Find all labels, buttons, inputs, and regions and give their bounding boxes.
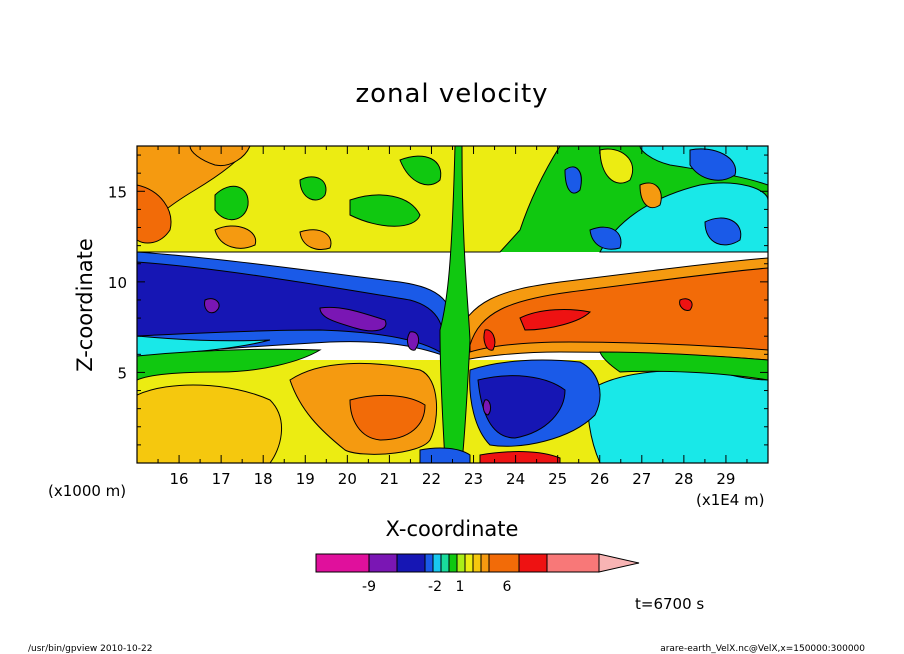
colorbar-extension-arrow	[598, 553, 640, 573]
region-right-jet-red3	[679, 298, 693, 311]
x-tick-label: 27	[632, 470, 651, 488]
region-lr-purple	[482, 399, 492, 416]
x-tick-label: 25	[548, 470, 567, 488]
x-tick-label: 19	[296, 470, 315, 488]
colorbar-segment	[472, 553, 482, 573]
colorbar-segment	[396, 553, 426, 573]
x-tick-label: 18	[254, 470, 273, 488]
colorbar-segment	[518, 553, 548, 573]
region-ul-green1	[214, 185, 249, 220]
x-tick-label: 23	[464, 470, 483, 488]
region-ll-lightorange	[137, 384, 283, 463]
colorbar-tick-label: 1	[456, 579, 465, 595]
colorbar-segment	[440, 553, 450, 573]
region-ur-yellow2	[599, 148, 634, 184]
time-label: t=6700 s	[635, 595, 704, 613]
colorbar-segment	[448, 553, 458, 573]
x-tick-label: 20	[338, 470, 357, 488]
x-scale-label: (x1E4 m)	[696, 491, 765, 509]
colorbar-tick-label: -9	[362, 579, 376, 595]
x-tick-label: 17	[212, 470, 231, 488]
region-left-jet-purple1	[204, 298, 220, 314]
x-tick-label: 22	[422, 470, 441, 488]
region-right-jet-red2	[483, 329, 496, 351]
colorbar-segment	[368, 553, 398, 573]
region-ul-orange2	[189, 146, 251, 167]
region-ll-darkorange	[349, 395, 426, 441]
region-right-jet-red1	[519, 309, 592, 331]
region-ll-green	[137, 348, 322, 381]
region-left-jet-purple2	[319, 306, 387, 332]
region-ur-blue2	[704, 217, 742, 246]
region-center-green	[439, 146, 471, 463]
colorbar-segment	[480, 553, 490, 573]
colorbar-tick-label: 6	[503, 579, 512, 595]
colorbar-segment	[464, 553, 474, 573]
colorbar-segment	[546, 553, 600, 573]
x-tick-label: 28	[674, 470, 693, 488]
colorbar-segment	[488, 553, 520, 573]
y-tick-label: 10	[108, 274, 127, 292]
region-lr-cyan	[587, 369, 768, 463]
region-ul-darkorange	[137, 184, 172, 244]
x-tick-label: 21	[380, 470, 399, 488]
region-left-jet-purple3	[407, 331, 420, 351]
region-ur-orange	[639, 182, 662, 209]
colorbar-labels: -9 -2 1 6	[362, 579, 512, 595]
footer-left: /usr/bin/gpview 2010-10-22	[28, 644, 152, 654]
colorbar-segment	[424, 553, 434, 573]
y-tick-label: 15	[108, 183, 127, 201]
colorbar-segment	[315, 553, 370, 573]
x-tick-label: 24	[506, 470, 525, 488]
x-tick-label: 29	[716, 470, 735, 488]
x-axis: 16 17 18 19 20 21 22 23 24 25 26 27 28 29	[157, 146, 748, 488]
region-ul-orange3	[214, 225, 257, 249]
x-tick-label: 16	[170, 470, 189, 488]
colorbar-segment	[456, 553, 466, 573]
region-ur-blue4	[564, 166, 582, 194]
region-ul-green3	[349, 194, 421, 227]
region-ul-orange4	[299, 229, 332, 250]
x-tick-label: 26	[590, 470, 609, 488]
region-ur-yellow	[454, 146, 561, 253]
colorbar-tick-label: -2	[428, 579, 442, 595]
region-ul-green4	[399, 155, 442, 186]
colorbar	[315, 553, 640, 573]
region-bottom-blue	[419, 447, 471, 463]
footer-right: arare-earth_VelX.nc@VelX,x=150000:300000	[660, 644, 865, 654]
region-right-jet-dark	[469, 267, 768, 353]
region-lr-green	[599, 351, 768, 381]
y-tick-label: 5	[117, 364, 127, 382]
region-ur-blue1	[689, 148, 737, 181]
y-axis: 5 10 15	[108, 154, 768, 446]
chart-title: zonal velocity	[355, 79, 548, 109]
contour-field	[137, 146, 768, 463]
x-axis-title: X-coordinate	[386, 517, 519, 541]
region-ur-blue3	[589, 226, 622, 250]
x-unit-label: (x1000 m)	[48, 482, 126, 500]
colorbar-segment	[432, 553, 442, 573]
region-ul-green2	[299, 176, 327, 201]
region-lr-darkblue	[477, 375, 566, 439]
region-bottom-red	[479, 451, 561, 463]
y-axis-title: Z-coordinate	[73, 238, 97, 372]
